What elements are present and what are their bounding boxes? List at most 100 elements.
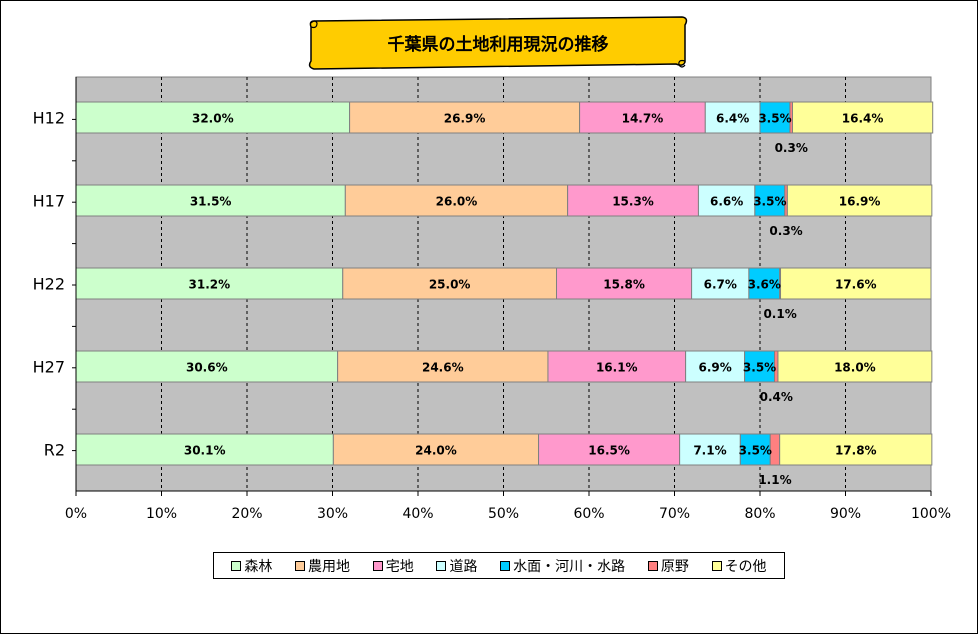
data-label-H12-series-2: 14.7% (622, 112, 664, 126)
legend-item-residential: 宅地 (372, 556, 414, 576)
data-label-H12-series-5: 0.3% (775, 141, 808, 155)
x-tick-label-7: 70% (659, 506, 690, 522)
legend-label-road: 道路 (449, 558, 478, 575)
legend-label-residential: 宅地 (385, 558, 414, 575)
x-tick-label-9: 90% (830, 506, 861, 522)
title-scroll-curl-right (678, 59, 686, 68)
bar-H22-series-4 (748, 267, 781, 300)
data-label-H22-series-5: 0.1% (763, 307, 796, 321)
data-label-H17-series-5: 0.3% (769, 224, 802, 238)
y-category-label-H22: H22 (33, 275, 65, 294)
x-tick-label-5: 50% (488, 506, 519, 522)
bar-H17-series-2 (567, 184, 699, 217)
bars (75, 101, 934, 466)
data-label-R2-series-5: 1.1% (758, 473, 791, 487)
axes: 0% 10% 20% 30% 40% 50% 60% 70% 80% 90% 100% H12 H17 H… (33, 77, 951, 522)
legend: 森林 農用地 宅地 道路 水面・河川・水路 原野 その他 (213, 552, 785, 579)
data-label-H22-series-0: 31.2% (189, 278, 231, 292)
bar-R2-series-0 (75, 433, 334, 466)
x-tick-label-1: 10% (146, 506, 177, 522)
bar-R2-series-3 (679, 433, 741, 466)
legend-label-forest: 森林 (244, 558, 273, 575)
legend-swatch-residential (372, 560, 383, 571)
data-label-H17-series-6: 16.9% (839, 195, 881, 209)
data-label-H12-series-6: 16.4% (842, 112, 884, 126)
y-category-label-H17: H17 (33, 192, 65, 211)
data-label-H17-series-1: 26.0% (436, 195, 478, 209)
data-label-H12-series-3: 6.4% (716, 112, 749, 126)
legend-item-farmland: 農用地 (295, 556, 350, 576)
data-label-R2-series-6: 17.8% (835, 444, 877, 458)
data-label-H22-series-2: 15.8% (603, 278, 645, 292)
data-label-H22-series-6: 17.6% (835, 278, 877, 292)
data-label-R2-series-0: 30.1% (184, 444, 226, 458)
data-label-R2-series-4: 3.5% (739, 444, 772, 458)
bar-R2-series-6 (779, 433, 933, 466)
data-labels: 32.0% 26.9% 14.7% 6.4% 3.5% 0.3% 16.4% 31.5% 26.… (184, 112, 884, 488)
bar-H12-series-1 (349, 101, 581, 134)
data-label-R2-series-2: 16.5% (588, 444, 630, 458)
bar-H17-series-3 (697, 184, 756, 217)
bar-H17-series-6 (786, 184, 933, 217)
legend-item-forest: 森林 (231, 556, 272, 576)
x-tick-label-10: 100% (911, 506, 951, 522)
data-label-H27-series-1: 24.6% (422, 361, 464, 375)
x-tick-label-0: 0% (65, 506, 87, 522)
x-tick-label-3: 30% (317, 506, 348, 522)
data-label-H22-series-1: 25.0% (429, 278, 471, 292)
data-label-H17-series-4: 3.5% (753, 195, 786, 209)
data-label-H12-series-1: 26.9% (444, 112, 486, 126)
legend-swatch-forest (231, 560, 242, 571)
bar-H22-series-3 (691, 267, 750, 300)
legend-item-wasteland: 原野 (647, 556, 689, 576)
data-label-H17-series-2: 15.3% (612, 195, 654, 209)
data-label-H17-series-3: 6.6% (710, 195, 743, 209)
bar-H27-series-2 (547, 350, 687, 383)
data-label-H27-series-3: 6.9% (698, 361, 731, 375)
data-label-H12-series-4: 3.5% (758, 112, 791, 126)
chart-title: 千葉県の土地利用現況の推移 (388, 34, 609, 55)
data-label-H27-series-4: 3.5% (743, 361, 776, 375)
data-label-H22-series-3: 6.7% (704, 278, 737, 292)
bar-H17-series-1 (344, 184, 569, 217)
x-tick-label-2: 20% (231, 506, 262, 522)
data-label-R2-series-3: 7.1% (693, 444, 726, 458)
title-scroll-shape (308, 16, 688, 70)
bar-H22-series-2 (556, 267, 693, 300)
data-label-R2-series-1: 24.0% (415, 444, 457, 458)
bar-H22-series-1 (342, 267, 558, 300)
legend-item-other: その他 (711, 556, 767, 576)
legend-swatch-road (436, 560, 447, 571)
bar-H27-series-4 (744, 350, 776, 383)
bar-H17-series-0 (75, 184, 346, 217)
bar-R2-series-1 (332, 433, 540, 466)
title-banner: 千葉県の土地利用現況の推移 (308, 16, 688, 70)
title-scroll-curl-left (310, 20, 318, 29)
legend-item-road: 道路 (436, 556, 477, 576)
legend-item-water: 水面・河川・水路 (500, 556, 625, 576)
data-label-H27-series-0: 30.6% (186, 361, 228, 375)
data-label-H17-series-0: 31.5% (190, 195, 232, 209)
legend-label-wasteland: 原野 (660, 558, 689, 575)
x-tick-label-8: 80% (744, 506, 775, 522)
legend-label-other: その他 (724, 558, 767, 575)
x-tick-label-6: 60% (573, 506, 604, 522)
data-label-H22-series-4: 3.6% (748, 278, 781, 292)
legend-swatch-water (500, 560, 511, 571)
x-tick-label-4: 40% (402, 506, 433, 522)
legend-swatch-farmland (295, 560, 306, 571)
bar-H12-series-3 (704, 101, 761, 134)
data-label-H27-series-2: 16.1% (596, 361, 638, 375)
y-category-label-H27: H27 (33, 358, 65, 377)
legend-label-water: 水面・河川・水路 (513, 558, 626, 575)
bar-H17-series-4 (754, 184, 786, 217)
legend-label-farmland: 農用地 (308, 558, 351, 575)
data-label-H27-series-5: 0.4% (760, 390, 793, 404)
bar-H22-series-6 (780, 267, 932, 300)
y-category-label-R2: R2 (44, 441, 65, 460)
legend-swatch-other (711, 560, 722, 571)
legend-swatch-wasteland (647, 560, 658, 571)
bar-H27-series-3 (685, 350, 746, 383)
data-label-H12-series-0: 32.0% (192, 112, 234, 126)
